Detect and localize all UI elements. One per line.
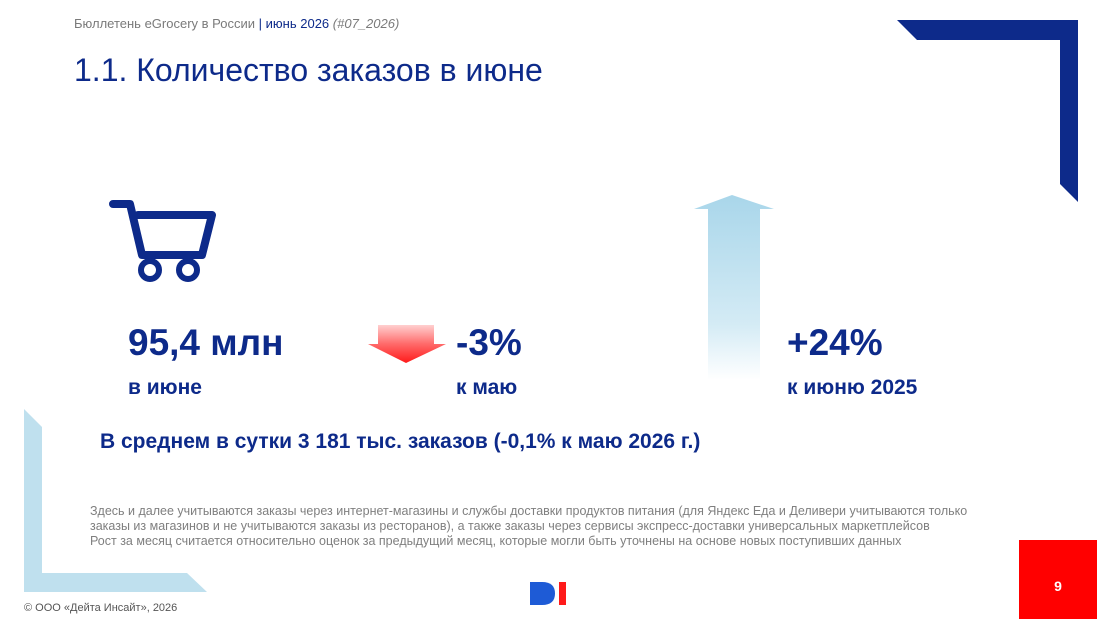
mom-change-label: к маю	[456, 376, 518, 399]
daily-average: В среднем в сутки 3 181 тыс. заказов (-0…	[100, 430, 701, 453]
page-title: 1.1. Количество заказов в июне	[74, 52, 543, 88]
header-separator: |	[258, 16, 263, 31]
footnote: Здесь и далее учитываются заказы через и…	[90, 504, 990, 549]
total-orders-value: 95,4 млн	[128, 322, 284, 363]
footnote-methodology: Здесь и далее учитываются заказы через и…	[90, 504, 968, 533]
yoy-change-label: к июню 2025	[787, 376, 918, 399]
bulletin-header: Бюллетень eGrocery в России | июнь 2026 …	[74, 16, 399, 31]
mom-change-value: -3%	[456, 322, 522, 363]
yoy-change-value: +24%	[787, 322, 883, 363]
logo-mark-icon	[530, 582, 566, 605]
total-orders-label: в июне	[128, 376, 202, 399]
page-number: 9	[1054, 578, 1062, 594]
bulletin-name: Бюллетень eGrocery в России	[74, 16, 256, 31]
company-logo	[530, 582, 568, 605]
arrow-down-icon	[368, 325, 446, 363]
shopping-cart-icon	[109, 200, 216, 282]
page-number-box: 9	[1019, 540, 1097, 619]
bulletin-period: июнь 2026	[265, 16, 330, 31]
arrow-up-icon	[694, 195, 774, 380]
bulletin-code: (#07_2026)	[332, 16, 400, 31]
footnote-growth: Рост за месяц считается относительно оце…	[90, 534, 902, 548]
copyright: © ООО «Дейта Инсайт», 2026	[24, 602, 178, 614]
